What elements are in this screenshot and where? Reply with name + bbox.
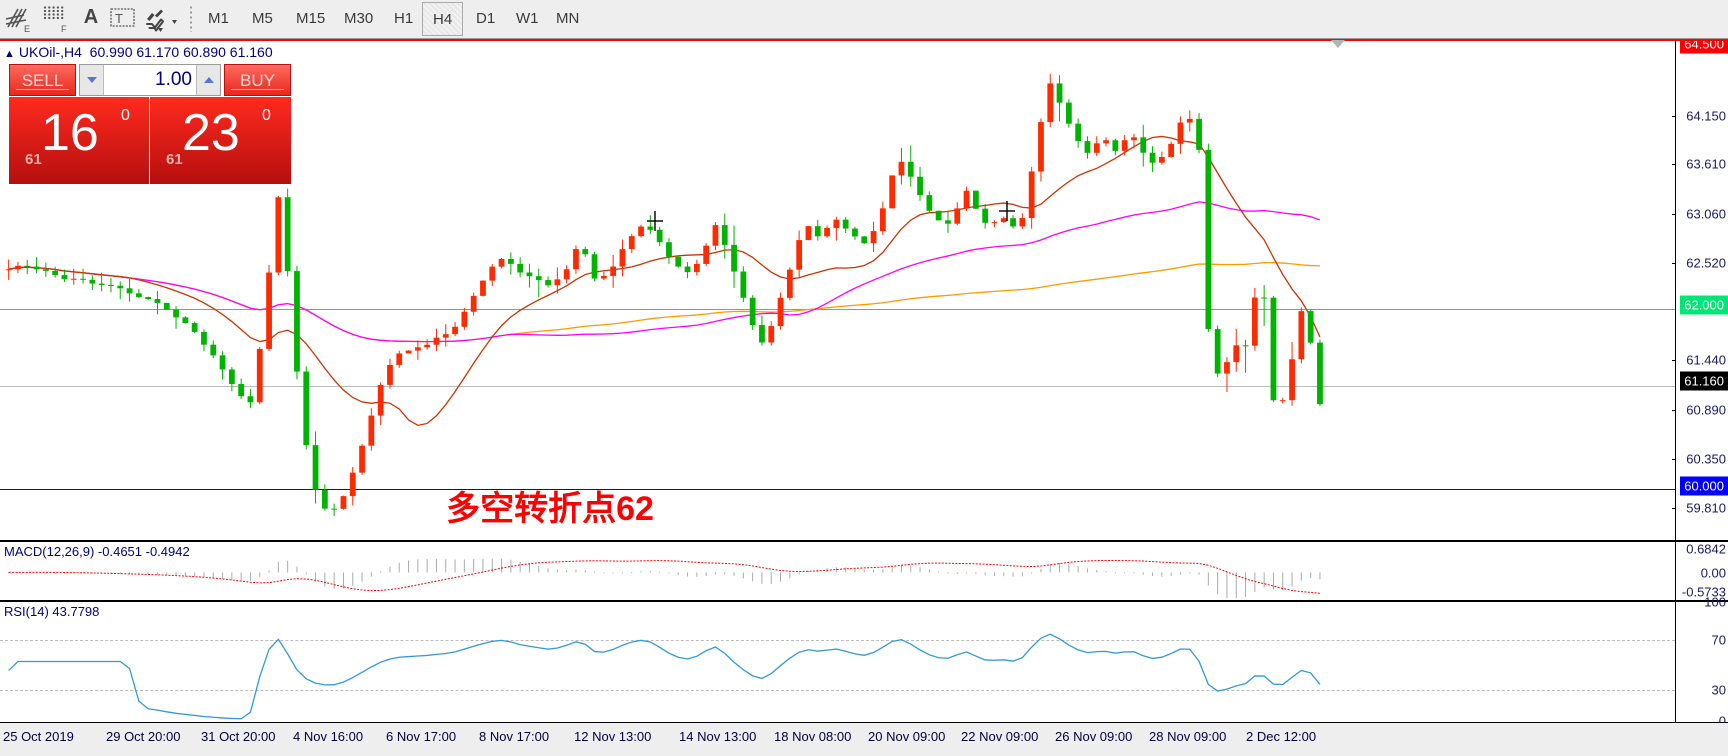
svg-text:F: F (61, 24, 67, 34)
svg-text:E: E (24, 24, 30, 34)
svg-text:T: T (115, 11, 123, 26)
